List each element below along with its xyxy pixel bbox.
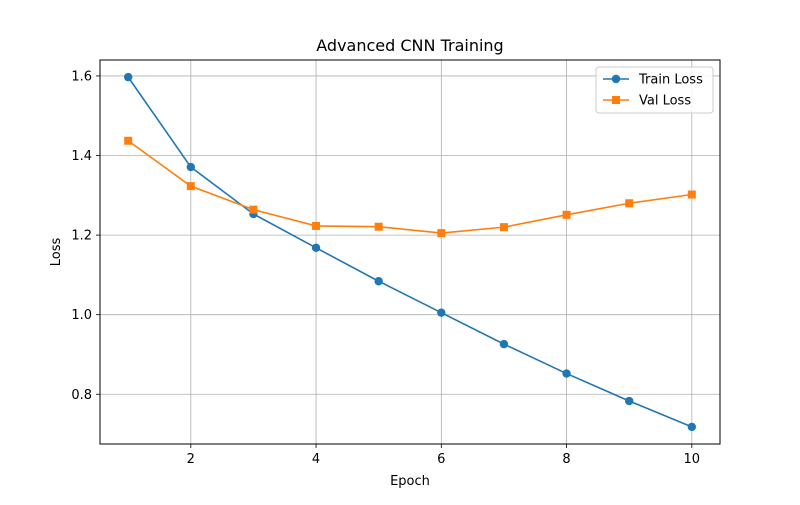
y-tick-label: 1.4 <box>71 149 92 164</box>
val-loss-point <box>124 136 133 145</box>
x-axis-label: Epoch <box>390 474 430 489</box>
train-loss-point <box>123 72 133 82</box>
train-loss-point <box>624 396 634 406</box>
train-loss-point <box>562 369 571 378</box>
legend-val-loss-label: Val Loss <box>639 94 691 109</box>
chart-title: Advanced CNN Training <box>316 36 503 55</box>
val-loss-point <box>312 221 321 230</box>
val-loss-point <box>374 222 383 231</box>
train-loss-point <box>437 308 446 317</box>
y-tick-label: 1.0 <box>71 308 92 323</box>
legend: Train Loss Val Loss <box>595 66 714 114</box>
x-tick-label: 8 <box>562 452 570 467</box>
series-val-loss <box>124 136 696 238</box>
legend-train-loss-marker <box>611 74 621 84</box>
train-loss-point <box>374 277 383 286</box>
train-loss-point <box>687 422 697 432</box>
series-train-loss <box>123 72 697 432</box>
plot-frame <box>99 59 721 445</box>
val-loss-point <box>625 199 634 208</box>
x-tick-label: 2 <box>187 452 195 467</box>
train-loss-point <box>311 243 321 253</box>
val-loss-point <box>562 210 571 219</box>
x-tick-label: 6 <box>437 452 445 467</box>
y-tick-label: 1.6 <box>71 69 92 84</box>
y-tick-label: 0.8 <box>71 388 92 403</box>
train-loss-point <box>186 162 196 172</box>
y-tick-label: 1.2 <box>71 229 92 244</box>
x-tick-label: 10 <box>684 452 701 467</box>
val-loss-point <box>437 229 446 238</box>
val-loss-point <box>499 223 508 232</box>
legend-val-loss-marker <box>612 96 620 104</box>
y-axis-label: Loss <box>49 238 64 267</box>
ticks: 2 4 6 8 10 0.8 1.0 1.2 1.4 1.6 <box>71 69 700 467</box>
val-loss-point <box>249 205 258 214</box>
x-tick-label: 4 <box>312 452 320 467</box>
train-loss-line <box>127 76 693 428</box>
train-loss-point <box>499 339 509 349</box>
val-loss-point <box>186 182 195 191</box>
val-loss-line <box>127 140 692 234</box>
series-layer <box>123 72 697 432</box>
val-loss-point <box>687 190 696 199</box>
legend-train-loss-label: Train Loss <box>638 73 703 88</box>
